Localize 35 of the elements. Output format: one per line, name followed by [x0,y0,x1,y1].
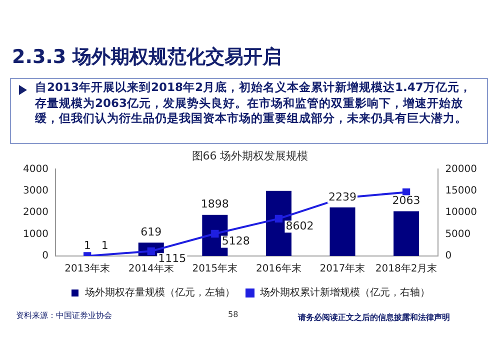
data-label: 1 [84,238,91,252]
y2-tick-label: 0 [445,250,452,262]
point [211,230,219,238]
text: 请务必阅读正文之后的信息披露和法律声明 [298,312,450,323]
x-tick-label: 2017年末 [320,262,366,275]
data-label: 619 [140,225,162,238]
legend-label: 场外期权存量规模（亿元，左轴） [84,286,235,299]
y-tick-label: 3000 [22,185,48,196]
bar [394,211,420,256]
point [274,214,283,222]
y2-tick-label: 10000 [445,207,477,218]
text: 58 [228,310,238,319]
y-tick-label: 0 [42,250,48,262]
y2-tick-label: 20000 [445,164,477,175]
x-tick-label: 2018年2月末 [375,262,438,275]
text: 资料来源：中国证券业协会 [16,310,112,321]
x-tick-label: 2016年末 [256,262,302,275]
text: 自2013年开展以来到2018年2月底，初始名义本金累计新增规模达1.47万亿元，存量规模为2063亿元，发展势头良好。在市场和监管的双重影响下，增速开始放缓，但我们认为衍生品仍是我国资本市场的重要组成部分，未来仍具有巨大潜力。 [35,80,472,126]
data-label: 1898 [200,198,229,211]
data-label: 1115 [158,252,186,266]
data-label: 2063 [392,194,420,208]
x-tick-label: 2013年末 [64,262,110,275]
data-label: 8602 [286,220,314,233]
y2-tick-label: 15000 [445,185,477,196]
legend-label: 场外期权累计新增规模（亿元，右轴） [259,286,430,299]
y-tick-label: 2000 [22,207,48,218]
y-tick-label: 1000 [22,228,48,240]
bar [330,207,356,256]
y2-tick-label: 5000 [445,228,471,240]
data-label: 1 [101,238,108,252]
chart-title: 图66 场外期权发展规模 [192,149,308,162]
y-tick-label: 4000 [22,164,48,175]
x-tick-label: 2015年末 [192,262,238,275]
text: 2.3.3 场外期权规范化交易开启 [12,45,282,70]
data-label: 5128 [222,234,250,248]
